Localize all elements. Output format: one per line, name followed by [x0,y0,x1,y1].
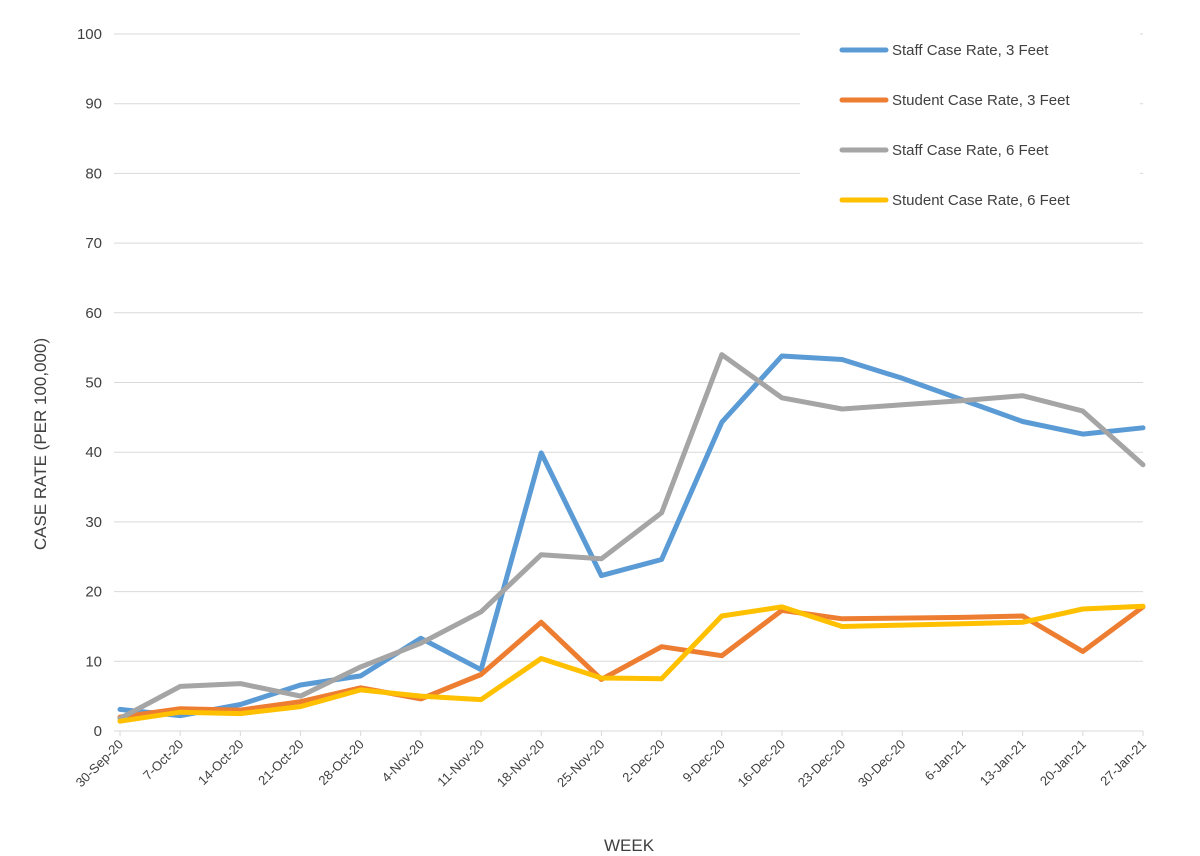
y-tick-label: 60 [85,305,102,322]
y-tick-label: 80 [85,165,102,182]
x-tick-label: 25-Nov-20 [554,737,608,791]
y-tick-label: 10 [85,653,102,670]
y-tick-label: 20 [85,584,102,601]
x-tick-label: 16-Dec-20 [735,737,789,791]
y-tick-label: 70 [85,235,102,252]
y-tick-label: 50 [85,375,102,392]
legend-background [800,28,1140,228]
x-tick-label: 18-Nov-20 [494,737,548,791]
legend-label-2: Student Case Rate, 3 Feet [892,92,1070,109]
x-tick-label: 28-Oct-20 [315,737,366,788]
legend-label-1: Staff Case Rate, 3 Feet [892,42,1049,59]
y-tick-label: 0 [94,723,102,740]
y-tick-label: 100 [77,26,102,43]
x-tick-label: 14-Oct-20 [195,737,246,788]
legend: Staff Case Rate, 3 Feet Student Case Rate… [800,28,1140,228]
series-lines [117,352,1146,724]
x-tick-label: 2-Dec-20 [619,737,667,785]
x-tick-label: 30-Dec-20 [855,737,909,791]
x-tick-label: 13-Jan-21 [977,737,1029,789]
x-tick-label: 11-Nov-20 [434,737,487,790]
y-axis-title: CASE RATE (PER 100,000) [31,338,50,550]
x-axis-ticks: 30-Sep-20 7-Oct-20 14-Oct-20 21-Oct-20 28-Oc… [73,731,1149,791]
series-line-2 [117,604,1146,720]
legend-label-3: Staff Case Rate, 6 Feet [892,142,1049,159]
x-tick-label: 21-Oct-20 [255,737,306,788]
y-tick-label: 30 [85,514,102,531]
series-line-4 [117,603,1146,724]
series-line-1 [117,353,1146,719]
x-tick-label: 4-Nov-20 [379,737,427,785]
x-tick-label: 6-Jan-21 [922,737,969,784]
x-tick-label: 23-Dec-20 [795,737,849,791]
x-tick-label: 27-Jan-21 [1097,737,1149,789]
x-tick-label: 20-Jan-21 [1037,737,1089,789]
x-tick-label: 30-Sep-20 [73,737,127,791]
legend-label-4: Student Case Rate, 6 Feet [892,192,1070,209]
series-line-3 [117,352,1146,721]
x-axis-title: WEEK [604,836,655,855]
x-tick-label: 7-Oct-20 [140,737,186,783]
y-tick-label: 90 [85,96,102,113]
y-axis-ticks: 0 10 20 30 40 50 60 70 80 90 100 [77,26,102,740]
y-tick-label: 40 [85,444,102,461]
x-tick-label: 9-Dec-20 [679,737,727,785]
